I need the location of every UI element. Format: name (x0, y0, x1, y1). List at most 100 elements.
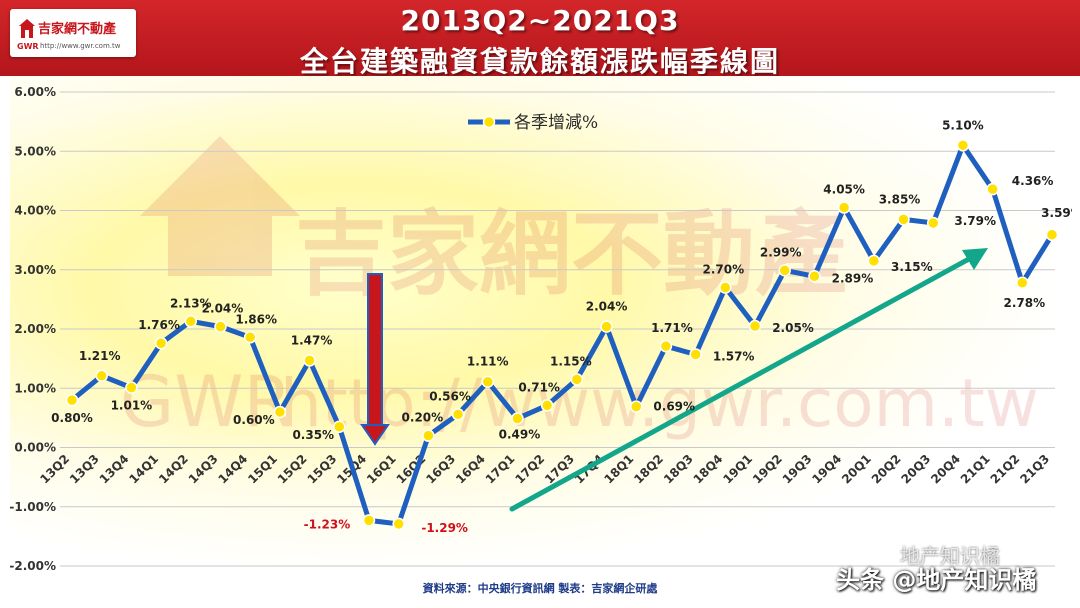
data-label: 1.47% (291, 333, 333, 347)
x-tick-label: 15Q3 (305, 452, 340, 487)
data-label: 2.04% (202, 302, 244, 316)
data-point (362, 514, 376, 527)
y-axis: 6.00% 5.00% 4.00% 3.00% 2.00% 1.00% 0.00% -1.00… (10, 85, 56, 573)
x-axis: 13Q213Q313Q414Q114Q214Q314Q415Q115Q215Q3… (37, 452, 1052, 487)
data-label: 0.71% (518, 380, 560, 394)
data-label: 4.05% (823, 183, 865, 197)
x-tick-label: 16Q1 (364, 452, 399, 487)
legend: 各季增減% (468, 113, 598, 133)
x-tick-label: 15Q2 (275, 452, 310, 487)
uptrend-arrow-shaft (509, 251, 981, 512)
data-point (986, 182, 999, 196)
data-label: -1.29% (421, 521, 468, 535)
brand-logo: 吉家網不動產 GWR http://www.gwr.com.tw (10, 9, 136, 57)
data-label: 0.49% (499, 427, 541, 441)
watermark-brand: 吉家網不動產 (295, 201, 847, 308)
data-label: 2.78% (1003, 296, 1045, 310)
x-tick-label: 15Q1 (245, 452, 280, 487)
uptrend-arrow-head-icon (962, 248, 988, 270)
x-tick-label: 19Q4 (809, 452, 844, 487)
y-tick-label: 0.00% (14, 441, 56, 455)
data-point (1016, 276, 1029, 290)
data-point (65, 393, 79, 407)
data-label: 3.85% (879, 192, 921, 206)
data-label: 3.15% (891, 260, 933, 274)
x-tick-label: 18Q2 (631, 452, 666, 487)
data-point (808, 270, 821, 283)
data-point (629, 400, 643, 413)
legend-label: 各季增減% (514, 113, 598, 133)
data-label: 1.21% (79, 349, 121, 363)
y-tick-label: 5.00% (14, 144, 56, 158)
trend-arrows (360, 248, 988, 512)
wechat-icon (866, 546, 888, 563)
y-tick-label: 1.00% (14, 381, 56, 395)
x-tick-label: 14Q2 (156, 452, 191, 487)
x-tick-label: 20Q1 (839, 452, 874, 487)
header-banner: 吉家網不動產 GWR http://www.gwr.com.tw 2013Q2~… (0, 0, 1080, 78)
data-label: 0.20% (402, 411, 444, 425)
downtrend-arrow-head-icon (360, 424, 390, 446)
x-tick-label: 17Q1 (483, 452, 518, 487)
data-point (1045, 228, 1059, 242)
y-tick-label: 2.00% (14, 322, 56, 336)
data-label: 2.89% (832, 271, 874, 285)
x-tick-label: 19Q3 (780, 452, 815, 487)
x-tick-label: 17Q2 (512, 452, 547, 487)
data-point (214, 320, 227, 333)
house-logo-icon (19, 19, 35, 38)
data-point (600, 320, 613, 333)
data-point (837, 201, 851, 214)
data-label: 0.60% (233, 413, 275, 427)
data-point (956, 139, 970, 152)
x-tick-label: 20Q4 (928, 452, 963, 487)
data-label: 3.79% (954, 214, 996, 228)
data-point (154, 336, 168, 350)
data-point (243, 331, 257, 344)
data-point (511, 412, 524, 425)
x-tick-label: 16Q3 (423, 452, 458, 487)
grid (60, 91, 1055, 567)
data-points (65, 139, 1059, 531)
data-point (422, 429, 435, 442)
data-point (540, 399, 554, 412)
data-point (659, 339, 673, 353)
data-label: 1.57% (713, 349, 755, 363)
data-point (303, 354, 316, 367)
x-tick-label: 21Q1 (958, 452, 993, 487)
y-tick-label: -1.00% (10, 500, 56, 514)
data-label: 1.11% (467, 355, 509, 369)
watermark-house-icon (140, 136, 300, 276)
x-tick-label: 14Q3 (186, 452, 221, 487)
data-label: 2.04% (586, 300, 628, 314)
data-label: 1.15% (550, 354, 592, 368)
data-point (184, 315, 198, 328)
series-line (70, 142, 1055, 527)
data-label: 2.13% (170, 296, 212, 310)
source-note: 資料來源：中央銀行資訊網 製表：吉家網企研處 (422, 582, 658, 595)
chart-title: 全台建築融資貸款餘額漲跌幅季線圖 (299, 45, 780, 78)
data-point (926, 216, 940, 230)
data-point (125, 381, 138, 394)
line-chart: 吉家網不動產 GWR http://www.gwr.com.tw 6.00% 5.… (10, 85, 1072, 573)
data-label: 2.05% (772, 321, 814, 335)
watermark: 吉家網不動產 GWR http://www.gwr.com.tw (120, 136, 1039, 443)
logo-gwr: GWR (17, 42, 39, 51)
data-label: 0.35% (292, 428, 334, 442)
data-point (451, 408, 465, 421)
overlay-account: 地产知识橘 (900, 544, 1000, 568)
x-tick-label: 20Q3 (899, 452, 934, 487)
data-label: 4.36% (1012, 174, 1054, 188)
data-point (719, 281, 732, 294)
data-label: -1.23% (304, 517, 351, 531)
data-labels: 0.80%1.21%1.01%1.76%2.13%2.04%1.86%0.60%… (51, 118, 1072, 535)
data-label: 1.01% (111, 399, 153, 413)
downtrend-arrow-shaft (367, 273, 383, 427)
data-label: 0.80% (51, 411, 93, 425)
data-point (748, 319, 762, 333)
data-label: 3.59% (1041, 206, 1072, 220)
y-tick-label: 6.00% (14, 85, 56, 99)
x-tick-label: 14Q1 (126, 452, 161, 487)
data-point (689, 348, 702, 361)
chart-title-period: 2013Q2~2021Q3 (400, 4, 680, 37)
